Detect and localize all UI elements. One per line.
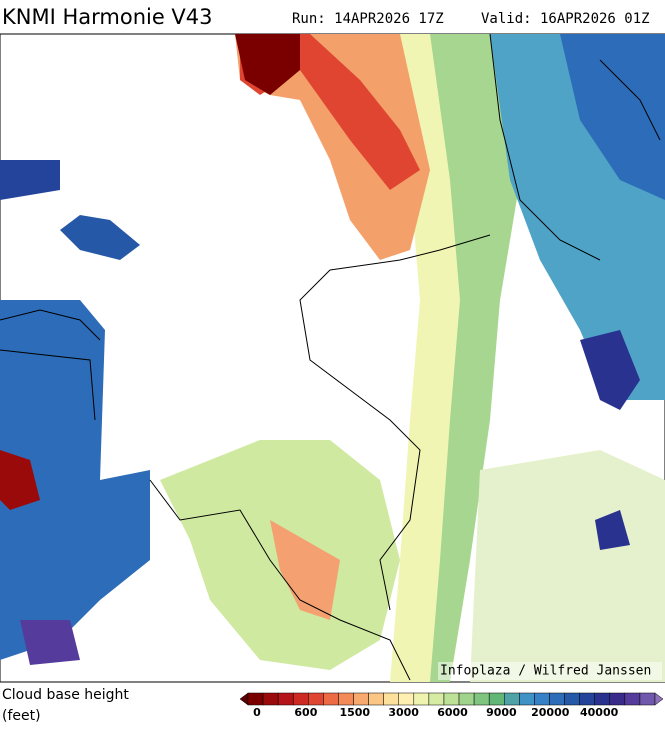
colorbar-swatch: [308, 692, 324, 706]
colorbar-label: 1500: [339, 706, 370, 719]
colorbar-swatch: [383, 692, 399, 706]
colorbar-swatch: [519, 692, 535, 706]
colorbar-label: 40000: [580, 706, 619, 719]
field: [270, 520, 340, 620]
colorbar-label: 3000: [388, 706, 419, 719]
border: [0, 33, 661, 681]
field: [60, 215, 140, 260]
field: [235, 34, 430, 260]
colorbar-swatch: [549, 692, 565, 706]
colorbar-swatch: [564, 692, 580, 706]
colorbar-swatch: [428, 692, 445, 706]
field: [0, 300, 150, 660]
colorbar-swatch: [323, 692, 339, 706]
colorbar-swatch: [504, 692, 520, 706]
credit-bg: [438, 662, 662, 680]
field: [560, 34, 665, 200]
field: [580, 330, 640, 410]
colorbar-swatch: [473, 692, 490, 706]
valid-time: Valid: 16APR2026 01Z: [481, 11, 650, 27]
colorbar-swatch: [488, 692, 505, 706]
colorbar-swatch: [262, 692, 279, 706]
colorbar-swatch: [368, 692, 384, 706]
map: Infoplaza / Wilfred Janssen: [0, 33, 665, 683]
legend-title: Cloud base height: [2, 687, 129, 703]
colorbar-label: 0: [253, 706, 261, 719]
colorbar-swatch: [398, 692, 415, 706]
colorbar-label: 6000: [437, 706, 468, 719]
colorbar-swatch: [624, 692, 641, 706]
colorbar-arrow: [654, 692, 664, 706]
colorbar-swatch: [292, 692, 309, 706]
colorbar: 0 600 1500 3000 6000 9000 20000 40000: [239, 692, 664, 719]
colorbar-swatch: [443, 692, 460, 706]
colorbar-swatch: [579, 692, 595, 706]
colorbar-swatch: [609, 692, 626, 706]
run-time: Run: 14APR2026 17Z: [292, 11, 444, 27]
colorbar-swatch: [413, 692, 430, 706]
field: [430, 34, 520, 682]
title: KNMI Harmonie V43: [2, 5, 213, 29]
colorbar-swatch: [639, 692, 656, 706]
field: [20, 620, 80, 665]
field: [0, 160, 60, 200]
colorbar-label: 9000: [486, 706, 517, 719]
colorbar-swatch: [247, 692, 264, 706]
colorbar-swatch: [353, 692, 369, 706]
legend-unit: (feet): [2, 708, 41, 724]
colorbar-swatch: [534, 692, 550, 706]
colorbar-swatch: [338, 692, 354, 706]
field: [595, 510, 630, 550]
field: [235, 34, 300, 95]
colorbar-swatch: [594, 692, 611, 706]
credit: Infoplaza / Wilfred Janssen: [440, 664, 651, 679]
colorbar-label: 600: [294, 706, 317, 719]
colorbar-swatch: [277, 692, 294, 706]
colorbar-label: 20000: [531, 706, 570, 719]
colorbar-arrow: [239, 692, 249, 706]
field: [0, 450, 40, 510]
field: [470, 450, 665, 682]
colorbar-swatch: [458, 692, 475, 706]
